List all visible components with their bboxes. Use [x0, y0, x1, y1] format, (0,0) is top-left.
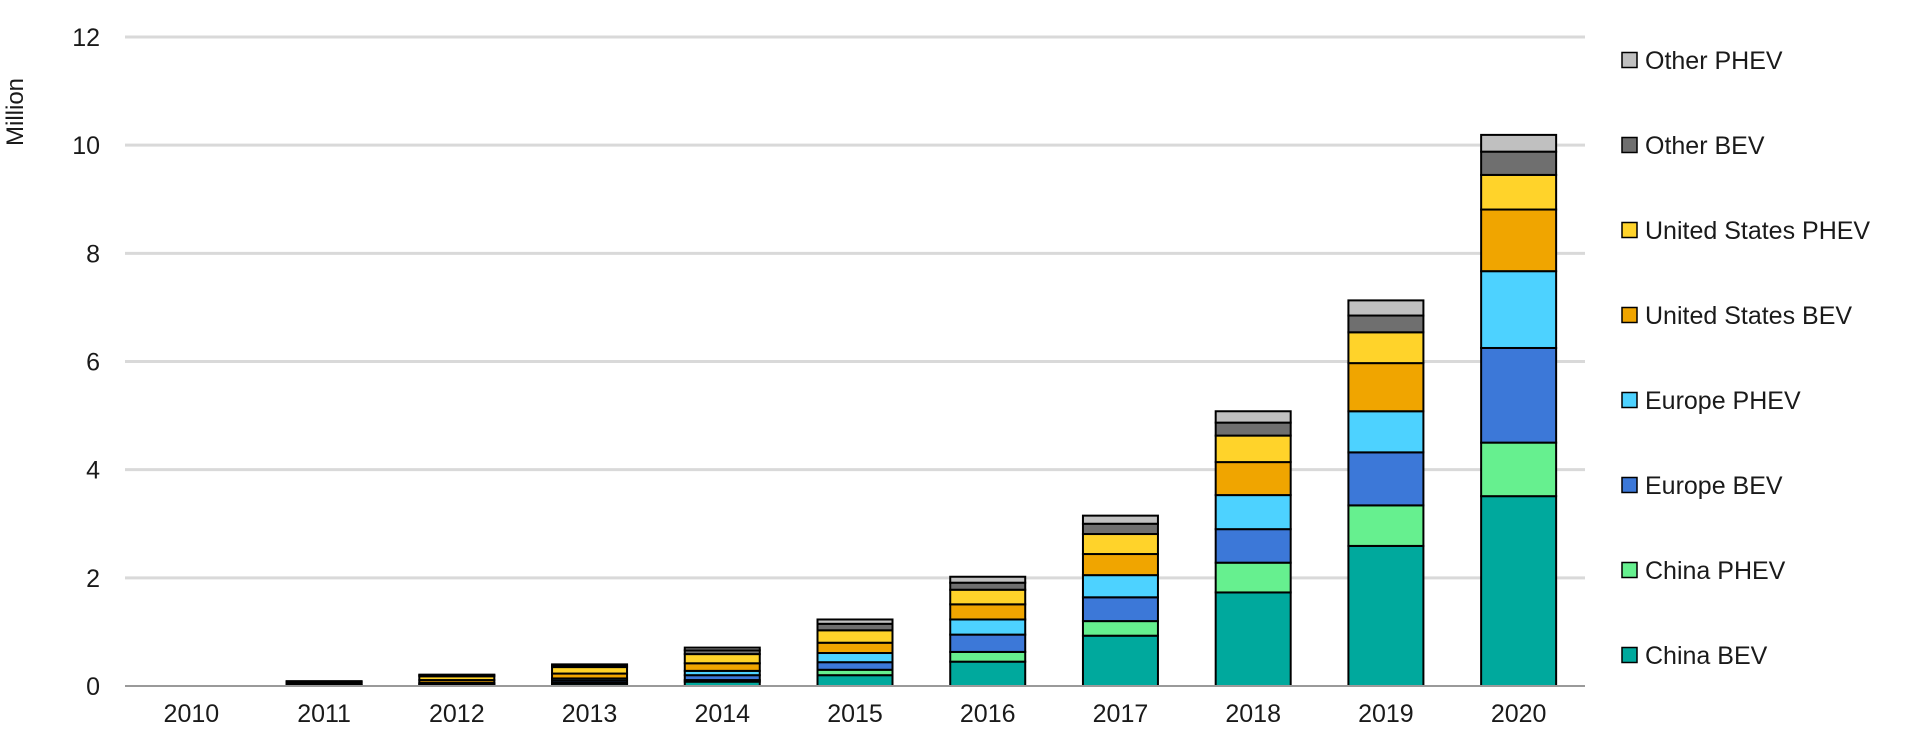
bar-segment: [816, 629, 894, 644]
legend-label: Europe PHEV: [1645, 387, 1801, 415]
bar-segment: [1214, 421, 1292, 437]
x-tick-label: 2018: [1225, 700, 1281, 728]
bar-segment: [1081, 574, 1159, 599]
legend-label: Europe BEV: [1645, 472, 1783, 500]
bars: [285, 133, 1558, 688]
legend-swatch: [1621, 136, 1638, 154]
bar-segment: [949, 603, 1027, 621]
bar-segment: [418, 673, 496, 677]
bar-segment: [683, 646, 761, 652]
legend-swatch: [1621, 561, 1638, 579]
bar-segment: [1081, 553, 1159, 577]
bar-segment: [949, 633, 1027, 653]
bar-segment: [1347, 451, 1425, 507]
legend-label: China PHEV: [1645, 557, 1786, 585]
y-tick-label: 8: [86, 240, 100, 268]
bar-segment: [1480, 441, 1558, 498]
bar-segment: [1480, 173, 1558, 211]
bar-segment: [1480, 346, 1558, 444]
legend-label: United States BEV: [1645, 302, 1852, 330]
bar-segment: [683, 653, 761, 665]
x-tick-label: 2019: [1358, 700, 1414, 728]
bar-segment: [816, 661, 894, 671]
bar-segment: [1081, 522, 1159, 536]
bar-segment: [1214, 494, 1292, 531]
legend-swatch: [1621, 476, 1638, 494]
x-tick-label: 2013: [562, 700, 618, 728]
legend: Other PHEV Other BEV United States PHEV Uni…: [1621, 47, 1870, 670]
axes: 0 2 4 6 8 10 12 2010 2011 2012 2013 2014 2015 2016 201…: [72, 24, 1585, 728]
bar-segment: [816, 641, 894, 655]
bar-segment: [949, 618, 1027, 636]
bar-segment: [551, 663, 629, 667]
legend-label: China BEV: [1645, 642, 1768, 670]
x-tick-label: 2012: [429, 700, 485, 728]
bar-segment: [1081, 533, 1159, 556]
y-tick-label: 2: [86, 565, 100, 593]
y-axis-title: Million: [2, 78, 29, 146]
bar-segment: [1347, 331, 1425, 365]
bar-segment: [1081, 596, 1159, 623]
bar-segment: [1347, 504, 1425, 547]
bar-segment: [949, 650, 1027, 663]
y-tick-label: 6: [86, 349, 100, 377]
bar-segment: [1214, 528, 1292, 564]
bar-segment: [1480, 133, 1558, 153]
x-tick-label: 2014: [694, 700, 750, 728]
bar-segment: [1347, 314, 1425, 334]
bar-segment: [1214, 410, 1292, 424]
x-tick-label: 2017: [1093, 700, 1149, 728]
bar-segment: [1347, 410, 1425, 454]
x-tick-label: 2020: [1491, 700, 1547, 728]
bar-segment: [1214, 461, 1292, 497]
legend-swatch: [1621, 391, 1638, 409]
x-tick-label: 2015: [827, 700, 883, 728]
bar-segment: [1347, 299, 1425, 317]
bar-segment: [816, 652, 894, 664]
x-tick-label: 2016: [960, 700, 1016, 728]
bar-segment: [1214, 434, 1292, 464]
bar-segment: [1480, 208, 1558, 273]
legend-swatch: [1621, 221, 1638, 239]
bar-segment: [1081, 620, 1159, 637]
legend-swatch: [1621, 51, 1638, 69]
legend-swatch: [1621, 646, 1638, 664]
bar-segment: [949, 575, 1027, 584]
bar-segment: [1081, 634, 1159, 688]
legend-swatch: [1621, 306, 1638, 324]
bar-segment: [1214, 591, 1292, 688]
y-tick-label: 12: [72, 24, 100, 52]
y-tick-label: 10: [72, 132, 100, 160]
bar-segment: [816, 674, 894, 688]
bar-segment: [949, 660, 1027, 687]
bar-segment: [816, 618, 894, 625]
bar-segment: [1214, 561, 1292, 594]
x-tick-label: 2011: [297, 700, 351, 728]
y-tick-label: 0: [86, 673, 100, 701]
gridlines: [125, 35, 1585, 580]
bar-segment: [1480, 150, 1558, 176]
bar-segment: [285, 680, 363, 683]
legend-label: Other BEV: [1645, 132, 1765, 160]
bar-segment: [1480, 495, 1558, 688]
bar-segment: [1480, 270, 1558, 349]
bar-segment: [683, 662, 761, 672]
y-tick-label: 4: [86, 457, 100, 485]
bar-segment: [1081, 514, 1159, 525]
bar-segment: [1347, 544, 1425, 688]
bar-segment: [949, 581, 1027, 591]
x-tick-label: 2010: [164, 700, 220, 728]
legend-label: United States PHEV: [1645, 217, 1870, 245]
legend-label: Other PHEV: [1645, 47, 1783, 75]
bar-segment: [949, 588, 1027, 606]
bar-segment: [1347, 362, 1425, 413]
